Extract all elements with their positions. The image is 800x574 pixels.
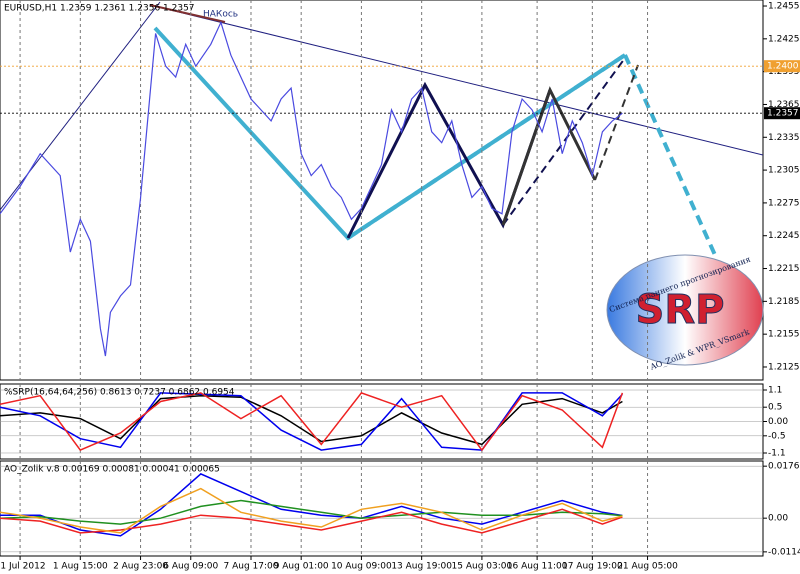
y-tick-label: 0.00 xyxy=(768,514,788,524)
zigzag-black xyxy=(501,86,597,226)
x-tick-label: 15 Aug 03:00 xyxy=(452,562,513,572)
y-tick-label: 1.2305 xyxy=(768,166,800,176)
series-line xyxy=(0,392,624,452)
panel-title: AO_Zolik v.8 0.00169 0.00081 0.00041 0.0… xyxy=(4,465,220,475)
annotation: НАКось xyxy=(203,10,238,20)
y-tick-label: 0.00 xyxy=(768,417,788,427)
x-tick-label: 2 Aug 23:00 xyxy=(113,562,168,572)
srp-logo xyxy=(606,254,764,366)
x-tick-label: 13 Aug 19:00 xyxy=(391,562,452,572)
y-tick-label: -0.5 xyxy=(768,431,786,441)
y-tick-label: 1.1 xyxy=(768,386,782,396)
y-tick-label: 1.2335 xyxy=(768,133,800,143)
price-label-box xyxy=(764,107,800,120)
x-tick-label: 10 Aug 09:00 xyxy=(331,562,392,572)
price-label: 1.2400 xyxy=(767,62,799,72)
x-tick-label: 1 Aug 15:00 xyxy=(53,562,108,572)
nakos-line xyxy=(149,4,226,23)
price-label-box xyxy=(764,60,800,73)
y-tick-label: 1.2125 xyxy=(768,362,800,372)
y-tick-label: 1.2365 xyxy=(768,100,800,110)
series-line xyxy=(0,473,623,537)
y-tick-label: 1.2455 xyxy=(768,2,800,12)
series-line xyxy=(0,394,623,446)
drawings xyxy=(0,1,764,366)
series-line xyxy=(0,20,623,357)
y-tick-label: 1.2245 xyxy=(768,231,800,241)
y-tick-label: -1.1 xyxy=(768,448,786,458)
y-tick-label: -0.01141 xyxy=(768,547,800,557)
projection-navy xyxy=(502,57,626,226)
y-tick-label: 1.2275 xyxy=(768,198,800,208)
y-tick-label: 1.2215 xyxy=(768,264,800,274)
logo-title: SRP xyxy=(636,287,725,333)
series-line xyxy=(0,499,623,525)
x-tick-label: 6 Aug 09:00 xyxy=(163,562,218,572)
projection-cyan xyxy=(346,53,627,240)
x-tick-label: 16 Aug 11:00 xyxy=(507,562,568,572)
y-tick-label: 1.2425 xyxy=(768,34,800,44)
y-tick-label: 1.2155 xyxy=(768,330,800,340)
projection-black xyxy=(594,64,639,181)
y-tick-label: 0.5 xyxy=(768,403,782,413)
panel-title: %SRP(16,64,64,256) 0.8613 0.7237 0.6862 … xyxy=(4,388,235,398)
y-tick-label: 1.2185 xyxy=(768,297,800,307)
x-tick-label: 7 Aug 17:00 xyxy=(224,562,279,572)
panel-title: EURUSD,H1 1.2359 1.2361 1.2356 1.2357 xyxy=(4,4,195,14)
projection-cyan xyxy=(623,54,717,256)
x-tick-label: 31 Jul 2012 xyxy=(0,562,46,572)
series-line xyxy=(0,487,623,534)
y-tick-label: 0.01761 xyxy=(768,462,800,472)
x-tick-label: 17 Aug 19:00 xyxy=(562,562,623,572)
ao-panel xyxy=(0,460,764,557)
x-tick-label: 9 Aug 01:00 xyxy=(274,562,329,572)
x-tick-label: 21 Aug 05:00 xyxy=(617,562,678,572)
series-line xyxy=(0,392,623,451)
price-label: 1.2357 xyxy=(767,109,799,119)
